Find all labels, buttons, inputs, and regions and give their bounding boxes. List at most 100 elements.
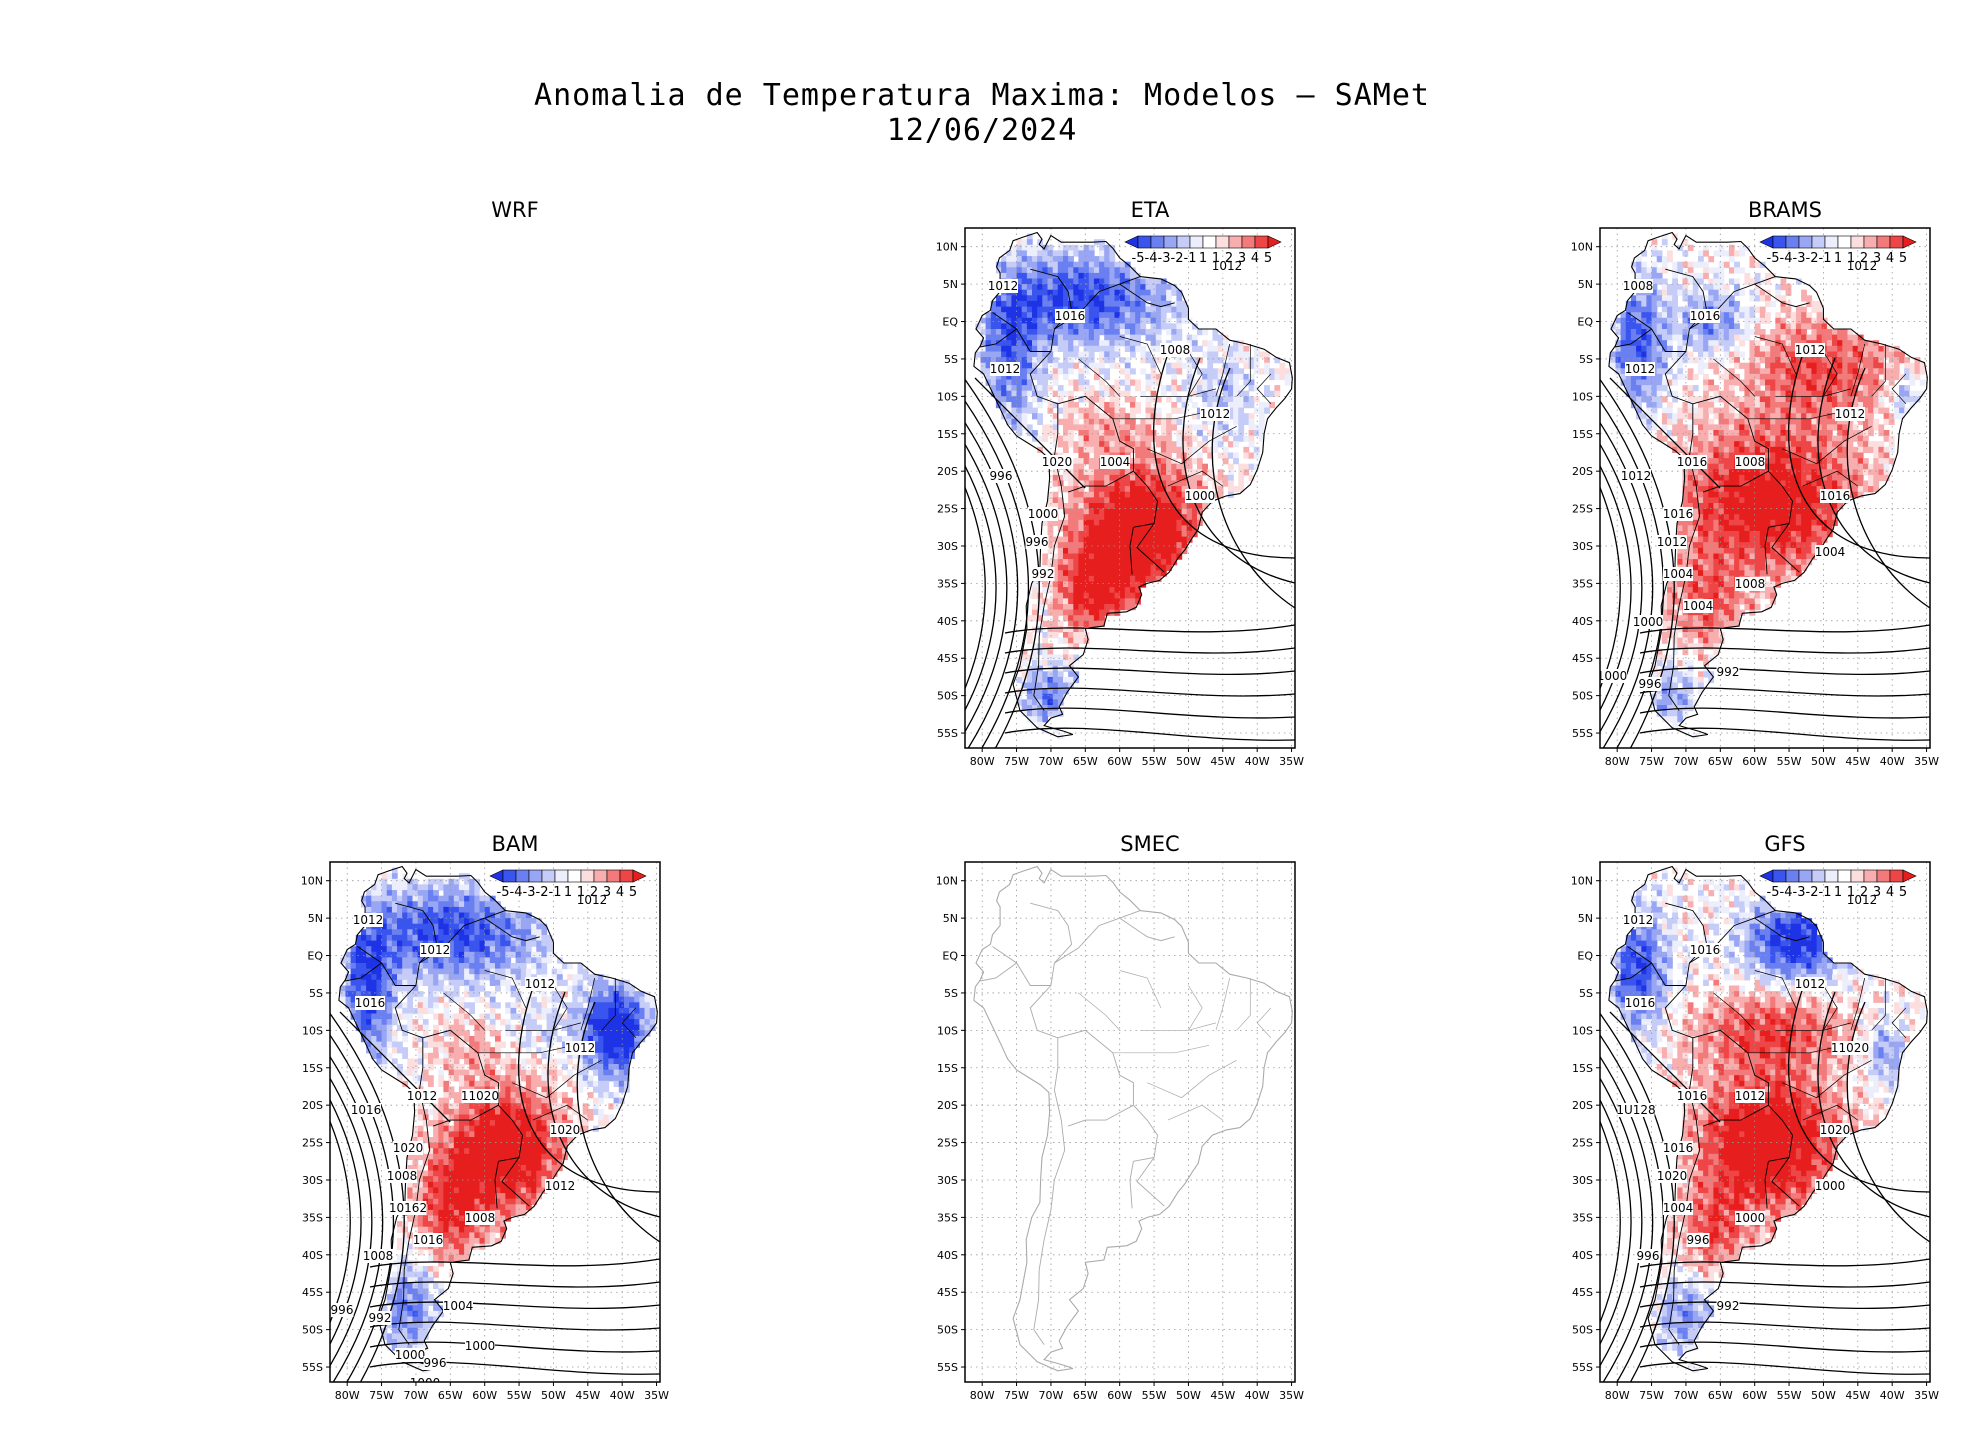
lat-tick-label: 10N xyxy=(1571,241,1593,254)
lat-tick-label: 25S xyxy=(937,1137,958,1150)
coastline xyxy=(1608,865,1928,1372)
lon-tick-label: 45W xyxy=(1210,755,1235,768)
isobar-label: 1012 xyxy=(1847,259,1878,273)
lat-tick-label: 30S xyxy=(302,1174,323,1187)
lon-tick-label: 80W xyxy=(1605,755,1630,768)
lon-tick-label: 45W xyxy=(575,1389,600,1402)
isobars: 1012 1012 1016 1008 1012 1012 1020 1004 996 1000 1… xyxy=(965,259,1295,748)
lat-tick-label: 50S xyxy=(937,690,958,703)
coastline xyxy=(973,231,1293,738)
colorbar-label: -1 xyxy=(1819,251,1832,266)
lon-tick-label: 80W xyxy=(970,1389,995,1402)
country-border xyxy=(1029,985,1059,1091)
isobar-label: 1012 xyxy=(1847,893,1878,907)
state-border xyxy=(1147,1059,1237,1099)
lat-tick-label: EQ xyxy=(1577,316,1593,329)
colorbar-label: -1 xyxy=(549,885,562,900)
lon-tick-label: 50W xyxy=(1811,1389,1836,1402)
lon-tick-label: 60W xyxy=(1107,755,1132,768)
lon-tick-label: 35W xyxy=(1279,755,1304,768)
country-border xyxy=(1057,395,1134,493)
state-border xyxy=(1823,985,1838,1031)
colorbar-label: 5 xyxy=(1264,251,1272,266)
colorbar-label: 1 xyxy=(577,885,585,900)
isobar-line xyxy=(369,1301,660,1310)
country-border xyxy=(1136,523,1165,573)
isobar-line xyxy=(1004,707,1295,719)
isobar-label: 996 xyxy=(990,469,1013,483)
isobar-line xyxy=(369,1258,660,1268)
country-border xyxy=(1615,962,1652,982)
isobars: 1012 1012 1012 1012 1016 1012 1012 11020 1016 102… xyxy=(330,893,660,1425)
state-border xyxy=(1256,1007,1272,1039)
state-border xyxy=(1236,344,1251,397)
state-border xyxy=(621,1007,637,1039)
isobar-label: 996 xyxy=(1637,1249,1660,1263)
lat-tick-label: 10S xyxy=(1572,390,1593,403)
colorbar: -5 -4 -3 -2 -1 1 1 2 3 4 5 xyxy=(1759,235,1917,266)
lon-tick-label: 65W xyxy=(1073,755,1098,768)
isobar-label: 988 xyxy=(409,1411,432,1425)
isobar-label: 1016 xyxy=(1677,455,1708,469)
country-border xyxy=(1129,527,1134,575)
isobar-label: 11020 xyxy=(1831,1041,1869,1055)
isobar-line xyxy=(1600,1034,1664,1382)
isobar-label: 1008 xyxy=(387,1169,418,1183)
isobar-line xyxy=(965,487,986,689)
isobar-line xyxy=(1639,1301,1930,1310)
country-border xyxy=(422,1029,499,1127)
lat-tick-label: 30S xyxy=(1572,1174,1593,1187)
isobar-label: 992 xyxy=(1717,665,1740,679)
isobar-label: 1020 xyxy=(1042,455,1073,469)
colorbar-label: -5 xyxy=(1767,885,1780,900)
colorbar-label: -1 xyxy=(1184,251,1197,266)
isobar-label: 996 xyxy=(1639,677,1662,691)
lon-tick-label: 40W xyxy=(1880,1389,1905,1402)
colorbar-label: -2 xyxy=(536,885,549,900)
colorbar-label: 3 xyxy=(1873,251,1881,266)
isobar-label: 1U128 xyxy=(1616,1103,1655,1117)
state-border xyxy=(1236,978,1251,1031)
country-border xyxy=(1768,470,1793,528)
state-border xyxy=(1140,1022,1216,1031)
isobar-line xyxy=(369,1341,660,1353)
figure-date: 12/06/2024 xyxy=(886,113,1078,148)
colorbar-label: 1 xyxy=(1199,251,1207,266)
state-border xyxy=(484,970,527,1009)
isobar-label: 1020 xyxy=(550,1123,581,1137)
isobar-label: 1012 xyxy=(1212,259,1243,273)
isobar-label: 1012 xyxy=(1735,1089,1766,1103)
state-border xyxy=(1713,358,1755,397)
map-panel-smec: 10N 5N EQ 5S 10S 15S 20S 25S 30S 35S 40S 45S 50S 55S 8… xyxy=(936,861,1304,1402)
isobar-label: 1016 xyxy=(1663,507,1694,521)
isobar-label: 1000 xyxy=(1815,1179,1846,1193)
lon-tick-label: 60W xyxy=(472,1389,497,1402)
isobar-line xyxy=(1639,624,1930,634)
isobar-label: 1012 xyxy=(577,893,608,907)
lon-tick-label: 40W xyxy=(610,1389,635,1402)
isobar-label: 1012 xyxy=(1795,343,1826,357)
isobar-label: 1008 xyxy=(1160,343,1191,357)
isobar-label: 1004 xyxy=(443,1299,474,1313)
isobar-label: 1000 xyxy=(410,1376,441,1390)
lat-tick-label: 10S xyxy=(937,390,958,403)
colorbar: -5 -4 -3 -2 -1 1 1 2 3 4 5 xyxy=(1759,869,1917,900)
lon-tick-label: 70W xyxy=(404,1389,429,1402)
colorbar-label: -2 xyxy=(1806,885,1819,900)
isobar-line xyxy=(1600,1121,1621,1323)
country-border xyxy=(1764,1161,1769,1209)
isobar-line xyxy=(965,443,1008,733)
lat-tick-label: 5N xyxy=(943,278,958,291)
lon-tick-label: 65W xyxy=(438,1389,463,1402)
map-panel-eta: 1012 1012 1016 1008 1012 1012 1020 1004 996 1000 1… xyxy=(936,227,1304,768)
isobar-label: 1016 xyxy=(1690,309,1721,323)
isobar-label: 1012 xyxy=(1621,469,1652,483)
lat-tick-label: 50S xyxy=(1572,690,1593,703)
lat-tick-label: 40S xyxy=(937,615,958,628)
isobar-line xyxy=(1004,727,1295,741)
lon-tick-label: 80W xyxy=(1605,1389,1630,1402)
isobar-line xyxy=(1639,707,1930,719)
colorbar-label: 1 xyxy=(1834,251,1842,266)
panel-title-bam: BAM xyxy=(491,832,539,856)
